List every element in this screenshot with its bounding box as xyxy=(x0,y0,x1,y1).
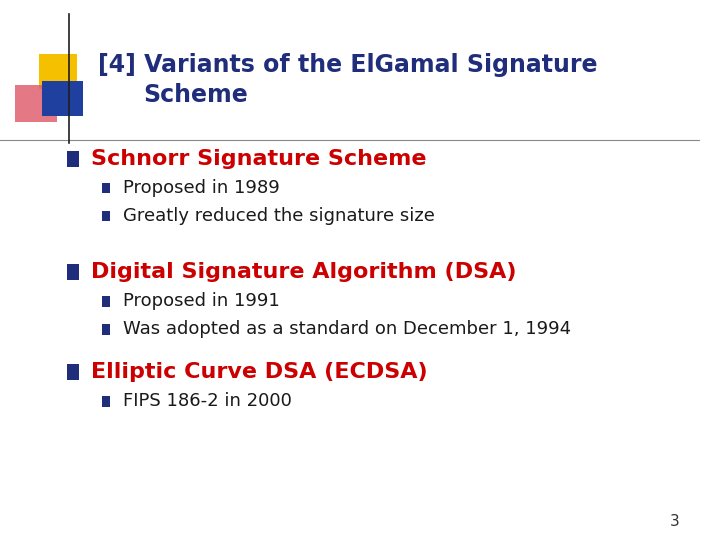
Text: [4] Variants of the ElGamal Signature: [4] Variants of the ElGamal Signature xyxy=(98,53,598,77)
Text: Was adopted as a standard on December 1, 1994: Was adopted as a standard on December 1,… xyxy=(122,320,571,339)
FancyBboxPatch shape xyxy=(66,151,79,167)
Text: Proposed in 1991: Proposed in 1991 xyxy=(122,292,279,310)
Text: Digital Signature Algorithm (DSA): Digital Signature Algorithm (DSA) xyxy=(91,262,516,282)
FancyBboxPatch shape xyxy=(102,324,110,335)
Text: Schnorr Signature Scheme: Schnorr Signature Scheme xyxy=(91,148,426,169)
FancyBboxPatch shape xyxy=(42,81,83,116)
Text: Scheme: Scheme xyxy=(143,83,248,106)
FancyBboxPatch shape xyxy=(102,211,110,221)
FancyBboxPatch shape xyxy=(39,54,77,89)
FancyBboxPatch shape xyxy=(102,296,110,307)
Text: Greatly reduced the signature size: Greatly reduced the signature size xyxy=(122,207,434,225)
FancyBboxPatch shape xyxy=(102,396,110,407)
Text: Elliptic Curve DSA (ECDSA): Elliptic Curve DSA (ECDSA) xyxy=(91,362,428,382)
FancyBboxPatch shape xyxy=(15,85,58,122)
Text: 3: 3 xyxy=(670,514,680,529)
FancyBboxPatch shape xyxy=(66,364,79,380)
FancyBboxPatch shape xyxy=(66,264,79,280)
FancyBboxPatch shape xyxy=(102,183,110,193)
Text: FIPS 186-2 in 2000: FIPS 186-2 in 2000 xyxy=(122,392,292,410)
Text: Proposed in 1989: Proposed in 1989 xyxy=(122,179,279,197)
